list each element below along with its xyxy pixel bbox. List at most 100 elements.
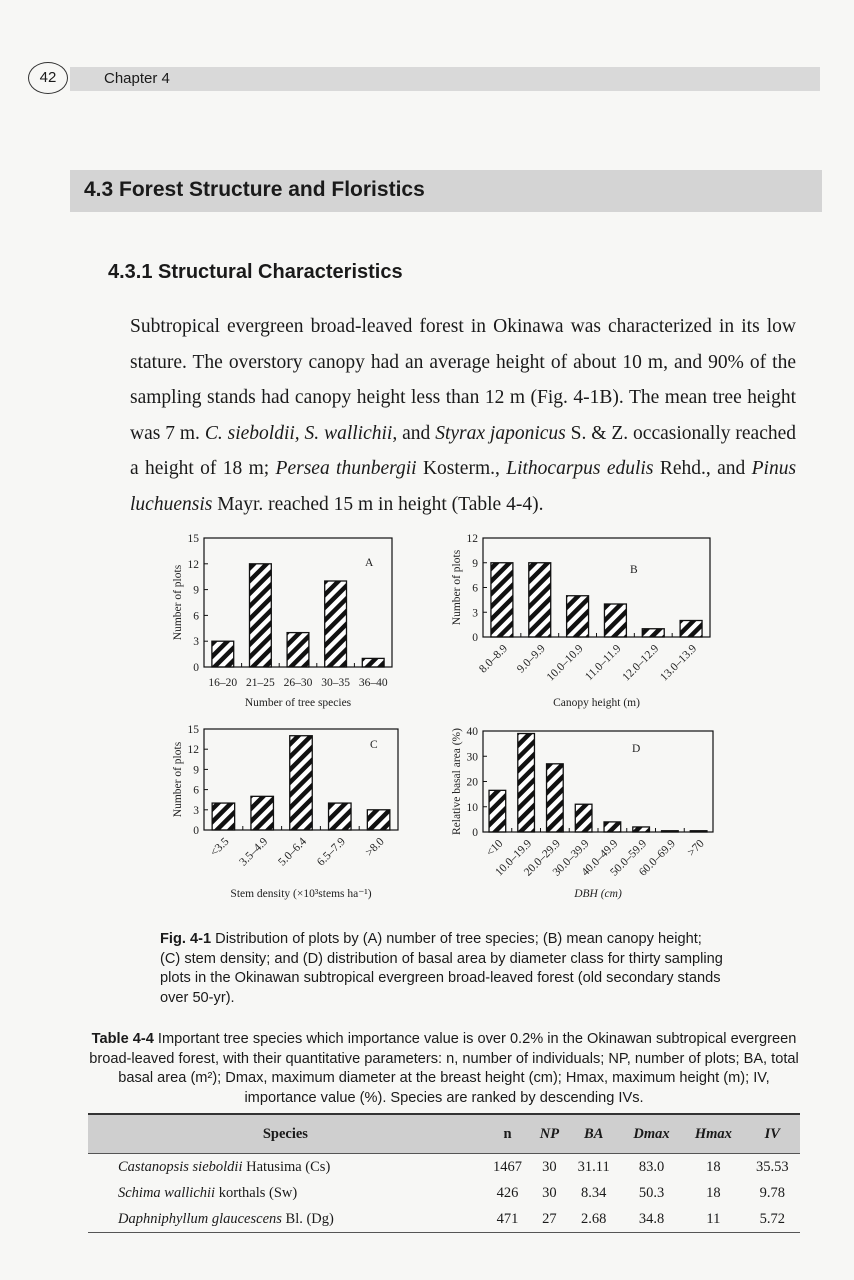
paragraph-segment: Styrax japonicus <box>435 422 566 444</box>
paragraph-segment: Rehd., and <box>653 458 752 479</box>
x-tick-label: 8.0–8.9 <box>477 642 510 675</box>
figure-label: Fig. 4-1 <box>160 931 212 947</box>
column-header: Dmax <box>620 1113 683 1154</box>
bar <box>632 826 651 833</box>
species-cell: Castanopsis sieboldii Hatusima (Cs) <box>88 1154 483 1181</box>
table-caption-text: Important tree species which importance … <box>89 1031 799 1106</box>
bar <box>574 803 593 833</box>
y-axis-title: Relative basal area (%) <box>451 728 463 835</box>
y-tick-label: 20 <box>467 777 479 789</box>
y-tick-label: 0 <box>472 632 478 644</box>
column-header: Species <box>88 1113 483 1154</box>
value-cell: 426 <box>496 1184 519 1201</box>
bar <box>366 809 391 831</box>
column-header: Hmax <box>682 1113 745 1154</box>
section-title: 4.3 Forest Structure and Floristics <box>84 178 425 201</box>
x-tick-label: <10 <box>484 837 505 858</box>
bar <box>327 802 352 831</box>
value-cell: 30 <box>542 1158 557 1175</box>
column-header: NP <box>532 1113 567 1154</box>
x-axis-title: Number of tree species <box>245 697 352 709</box>
table-label: Table 4-4 <box>91 1031 154 1047</box>
species-genus: Schima wallichii <box>118 1184 216 1201</box>
value-cell: 11 <box>682 1206 745 1233</box>
x-tick-label: >8.0 <box>363 835 386 858</box>
y-tick-label: 10 <box>467 802 479 814</box>
x-tick-label: 16–20 <box>208 677 237 689</box>
bar <box>679 619 703 638</box>
page-number: 42 <box>28 62 68 94</box>
bar <box>517 732 536 833</box>
value-cell: 50.3 <box>638 1184 665 1201</box>
paragraph-segment: S. & Z. occasionally reached a height of… <box>130 422 797 480</box>
value-cell: 1467 <box>493 1158 523 1175</box>
figure-caption: Fig. 4-1 Distribution of plots by (A) nu… <box>160 930 725 1008</box>
y-axis-title: Number of plots <box>172 741 184 817</box>
column-header: IV <box>744 1113 800 1154</box>
species-author: Bl. (Dg) <box>281 1210 334 1227</box>
y-axis-title: Number of plots <box>451 549 463 625</box>
y-tick-label: 9 <box>193 764 199 776</box>
paragraph-segment: Pinus luchuensis <box>130 458 797 515</box>
y-tick-label: 12 <box>188 744 200 756</box>
y-tick-label: 6 <box>193 610 199 622</box>
bar <box>490 562 514 638</box>
bar <box>289 735 313 831</box>
panel-letter: C <box>370 739 378 751</box>
y-axis-title: Number of plots <box>172 564 184 640</box>
bar <box>248 563 272 668</box>
y-tick-label: 6 <box>193 785 199 797</box>
y-tick-label: 0 <box>193 662 199 674</box>
plot-frame <box>203 728 399 831</box>
bar <box>361 657 385 668</box>
body-paragraph: Subtropical evergreen broad-leaved fores… <box>130 309 796 522</box>
x-tick-label: 11.0–11.9 <box>583 642 624 683</box>
bar <box>565 595 590 638</box>
y-tick-label: 15 <box>188 533 200 545</box>
bar <box>545 763 564 833</box>
table-caption: Table 4-4 Important tree species which i… <box>88 1030 800 1108</box>
y-tick-label: 9 <box>472 558 478 570</box>
x-tick-label: 10.0–10.9 <box>545 642 586 683</box>
bar <box>641 628 665 638</box>
species-cell: Daphniphyllum glaucescens Bl. (Dg) <box>88 1206 483 1233</box>
paragraph-segment: Persea thunbergii <box>275 458 417 479</box>
value-cell: 8.34 <box>581 1184 607 1201</box>
chapter-label: Chapter 4 <box>104 70 170 87</box>
chart-panel-c: <3.5 3.5–4.9 5.0–6.4 6.5–7.9 >8.0 0 3 6 9 12 15 C St… <box>172 724 399 900</box>
panel-letter: A <box>365 557 374 569</box>
value-cell: 83.0 <box>638 1158 665 1175</box>
y-tick-label: 3 <box>193 805 199 817</box>
bar <box>324 580 348 668</box>
chart-panel-d: <1010.0–19.920.0–29.930.0–39.940.0–49.95… <box>451 726 714 900</box>
paragraph-segment: C. sieboldii, S. wallichii, <box>204 422 398 444</box>
bar <box>488 789 507 833</box>
bar <box>211 640 235 668</box>
y-tick-label: 40 <box>467 726 479 738</box>
value-cell: 5.72 <box>744 1206 800 1233</box>
table-row: Schima wallichii korthals (Sw) 426 30 8.34 5… <box>88 1180 800 1206</box>
header-band <box>70 67 820 91</box>
chart-panel-a: 16–20 21–25 26–30 30–35 36–40 0 3 6 9 12 15 A Number… <box>172 533 393 709</box>
species-cell: Schima wallichii korthals (Sw) <box>88 1180 483 1206</box>
y-tick-label: 12 <box>188 559 200 571</box>
x-tick-label: 5.0–6.4 <box>276 835 309 868</box>
x-tick-label: 21–25 <box>246 677 275 689</box>
figure-caption-text: Distribution of plots by (A) number of t… <box>160 931 723 1006</box>
paragraph-segment: Lithocarpus edulis <box>506 458 654 479</box>
y-tick-label: 30 <box>467 751 479 763</box>
value-cell: 34.8 <box>620 1206 683 1233</box>
paragraph-segment: and <box>397 422 436 444</box>
value-cell: 31.11 <box>577 1158 610 1175</box>
y-tick-label: 6 <box>472 583 478 595</box>
column-header: BA <box>566 1113 621 1154</box>
y-tick-label: 3 <box>193 636 199 648</box>
panel-letter: D <box>632 743 640 755</box>
paragraph-segment: Subtropical evergreen broad-leaved fores… <box>130 316 796 444</box>
x-axis-title: Canopy height (m) <box>553 697 640 709</box>
y-tick-label: 0 <box>472 827 478 839</box>
x-tick-label: 30–35 <box>321 677 350 689</box>
table-row: Castanopsis sieboldii Hatusima (Cs) 1467 3… <box>88 1154 800 1181</box>
x-tick-label: 3.5–4.9 <box>237 835 270 868</box>
